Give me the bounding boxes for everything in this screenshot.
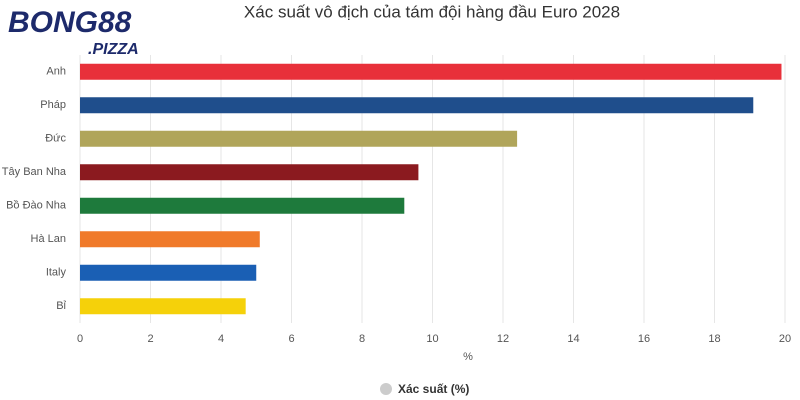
y-tick-label: Tây Ban Nha — [2, 166, 67, 178]
x-axis-label: % — [463, 351, 473, 363]
y-tick-label: Đức — [45, 133, 66, 145]
logo-domain: .PIZZA — [88, 41, 139, 58]
x-tick-label: 16 — [638, 333, 650, 345]
y-tick-label: Hà Lan — [31, 233, 66, 245]
x-tick-label: 14 — [567, 333, 579, 345]
bar — [80, 197, 405, 214]
bar — [80, 97, 754, 114]
x-tick-label: 4 — [218, 333, 224, 345]
bar — [80, 231, 260, 248]
x-tick-label: 8 — [359, 333, 365, 345]
x-tick-label: 0 — [77, 333, 83, 345]
x-tick-label: 10 — [426, 333, 438, 345]
legend-marker — [380, 383, 392, 395]
chart-title: Xác suất vô địch của tám đội hàng đầu Eu… — [244, 2, 620, 21]
y-tick-label: Bỉ — [56, 300, 66, 312]
legend-label: Xác suất (%) — [398, 382, 469, 396]
x-tick-label: 6 — [288, 333, 294, 345]
bar — [80, 130, 518, 147]
logo-name: BONG88 — [8, 6, 132, 39]
y-tick-label: Bồ Đào Nha — [6, 200, 67, 212]
y-tick-label: Italy — [46, 267, 67, 279]
x-tick-label: 18 — [708, 333, 720, 345]
y-tick-label: Pháp — [40, 99, 66, 111]
bar — [80, 63, 782, 80]
bar — [80, 298, 246, 315]
x-tick-label: 12 — [497, 333, 509, 345]
y-tick-label: Anh — [46, 66, 66, 78]
x-tick-label: 2 — [147, 333, 153, 345]
bar — [80, 264, 257, 281]
x-tick-label: 20 — [779, 333, 791, 345]
bar — [80, 164, 419, 181]
